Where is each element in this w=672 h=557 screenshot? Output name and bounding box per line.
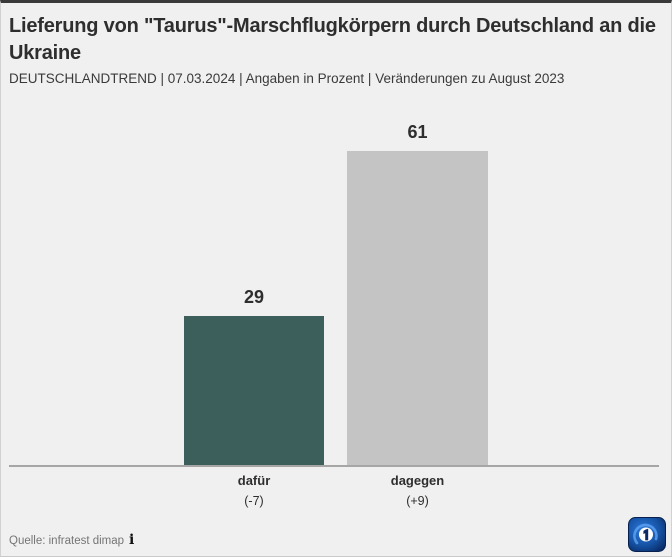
x-axis-baseline — [9, 465, 659, 467]
change-label-dafuer: (-7) — [244, 494, 264, 508]
bar-dagegen — [347, 151, 488, 465]
x-label-group-dafuer: dafür (-7) — [184, 473, 324, 508]
source-credit: Quelle: infratest dimap — [9, 535, 125, 547]
tagesschau-logo-icon — [628, 517, 666, 552]
page-subtitle: DEUTSCHLANDTREND | 07.03.2024 | Angaben … — [9, 71, 565, 86]
x-axis-labels: dafür (-7) dagegen (+9) — [9, 473, 659, 518]
x-label-group-dagegen: dagegen (+9) — [347, 473, 488, 508]
bar-group-dafuer: 29 — [184, 287, 324, 465]
bar-value-dafuer: 29 — [243, 287, 265, 307]
category-label-dafuer: dafür — [237, 473, 271, 488]
bar-dafuer — [184, 316, 324, 465]
bar-group-dagegen: 61 — [347, 122, 488, 465]
bar-chart: 29 61 — [9, 113, 659, 467]
info-icon[interactable]: i — [129, 532, 135, 548]
page-title: Lieferung von "Taurus"-Marschflugkörpern… — [9, 15, 656, 64]
bar-value-dagegen: 61 — [407, 122, 428, 142]
category-label-dagegen: dagegen — [390, 473, 445, 488]
change-label-dagegen: (+9) — [406, 494, 429, 508]
